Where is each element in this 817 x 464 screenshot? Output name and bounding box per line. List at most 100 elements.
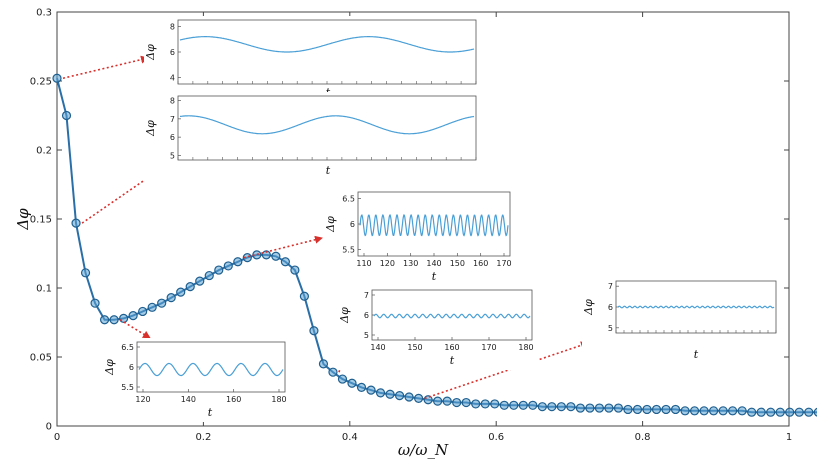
inset-y-axis-label: Δφ (582, 299, 595, 316)
data-point (385, 389, 395, 399)
data-point (528, 400, 538, 410)
data-point (119, 313, 129, 323)
data-point (366, 385, 376, 395)
data-point (604, 403, 614, 413)
inset-y-axis-label: Δφ (103, 359, 116, 376)
data-point (337, 374, 348, 384)
callout-arrow (81, 165, 166, 224)
data-point (585, 403, 595, 413)
x-tick-label: 0.2 (195, 432, 211, 443)
inset-signal-trace (179, 35, 475, 53)
data-point (499, 400, 509, 410)
inset-x-tick-label: 150 (407, 343, 422, 352)
data-point (147, 302, 157, 312)
x-tick-label: 1 (786, 432, 792, 443)
y-tick-label: 0.2 (36, 146, 52, 157)
data-point (804, 407, 814, 417)
data-point (651, 404, 662, 415)
data-point (414, 393, 424, 403)
data-point (138, 306, 148, 317)
data-point (718, 406, 728, 416)
inset-y-tick-label: 5 (608, 324, 613, 333)
data-point (756, 407, 766, 417)
inset-signal-trace (359, 213, 509, 237)
data-point (309, 326, 319, 336)
callout-arrow (119, 319, 151, 339)
data-point (195, 276, 205, 286)
inset-x-axis-label: t (694, 348, 699, 361)
x-axis-label: ω/ω_N (398, 441, 449, 459)
inset-x-tick-label: 120 (135, 395, 150, 404)
data-point (442, 396, 452, 406)
data-point (290, 265, 300, 275)
data-point (794, 407, 804, 417)
y-tick-label: 0.3 (36, 8, 52, 19)
data-point (689, 406, 700, 416)
inset-y-tick-label: 6 (350, 220, 355, 229)
inset-plot: 5.5 6 6.5 120 140 160 180 t Δφ (103, 338, 291, 422)
callout-arrow (424, 341, 589, 400)
inset-y-tick-label: 8 (170, 22, 175, 31)
data-point (223, 261, 233, 271)
data-point (356, 382, 367, 392)
x-tick-label: 0.6 (488, 432, 504, 443)
inset-y-tick-label: 5.5 (121, 383, 134, 392)
data-point (99, 315, 110, 325)
inset-y-axis-label: Δφ (324, 216, 337, 233)
data-point (566, 402, 576, 412)
data-point (766, 407, 776, 417)
inset-y-tick-label: 4 (170, 74, 175, 83)
y-tick-label: 0.25 (30, 77, 52, 88)
inset-x-axis-label: t (450, 354, 455, 367)
inset-x-tick-label: 150 (450, 259, 465, 268)
inset-plot: 5 6 7 t Δφ (582, 277, 782, 363)
data-point (471, 399, 481, 409)
inset-y-tick-label: 7 (364, 291, 369, 300)
data-point (728, 406, 738, 416)
data-point (328, 367, 338, 377)
inset-frame (177, 95, 477, 161)
data-point (537, 402, 547, 412)
data-point (461, 397, 471, 408)
inset-x-tick-label: 140 (181, 395, 196, 404)
inset-x-tick-label: 180 (518, 343, 533, 352)
inset-y-tick-label: 6.5 (342, 194, 355, 203)
data-point (280, 257, 290, 267)
data-point (670, 404, 681, 415)
y-tick-label: 0.1 (36, 284, 52, 295)
main-plot-area: 0 0.2 0.4 0.6 0.8 1 0 0.05 0.1 0.15 0.2 0.25 0.3 ω/ω_… (14, 8, 817, 459)
inset-signal-trace (617, 305, 775, 309)
data-point (347, 378, 357, 388)
data-point (556, 402, 566, 412)
inset-y-axis-label: Δφ (144, 120, 157, 137)
callout-arrows (62, 55, 589, 400)
data-point (747, 407, 757, 417)
data-point (176, 287, 186, 297)
inset-plots: 4 6 8 t Δφ 5 6 7 8 t Δφ 5.5 6 6.5 110 120 130 140 150 160 17… (103, 16, 782, 422)
data-point (518, 400, 528, 410)
inset-y-tick-label: 6 (170, 133, 175, 142)
data-point (509, 400, 519, 410)
data-point (452, 397, 462, 408)
inset-x-axis-label: t (208, 406, 213, 419)
data-point (271, 251, 281, 261)
inset-y-tick-label: 7 (170, 115, 175, 124)
inset-x-tick-label: 160 (444, 343, 459, 352)
data-point (261, 250, 271, 260)
data-point (680, 406, 690, 416)
data-point (404, 392, 414, 402)
inset-y-axis-label: Δφ (144, 44, 157, 61)
data-point (318, 359, 329, 369)
data-point (90, 298, 100, 308)
inset-x-tick-label: 160 (473, 259, 488, 268)
data-point (61, 110, 72, 121)
data-point (613, 403, 624, 413)
inset-y-tick-label: 7 (608, 282, 613, 291)
inset-y-tick-label: 6 (170, 48, 175, 57)
callout-arrow (62, 55, 149, 80)
data-point (737, 406, 747, 416)
inset-y-tick-label: 6.5 (121, 343, 134, 352)
data-point (157, 298, 167, 308)
data-point (661, 404, 671, 415)
y-tick-label: 0.15 (30, 215, 52, 226)
